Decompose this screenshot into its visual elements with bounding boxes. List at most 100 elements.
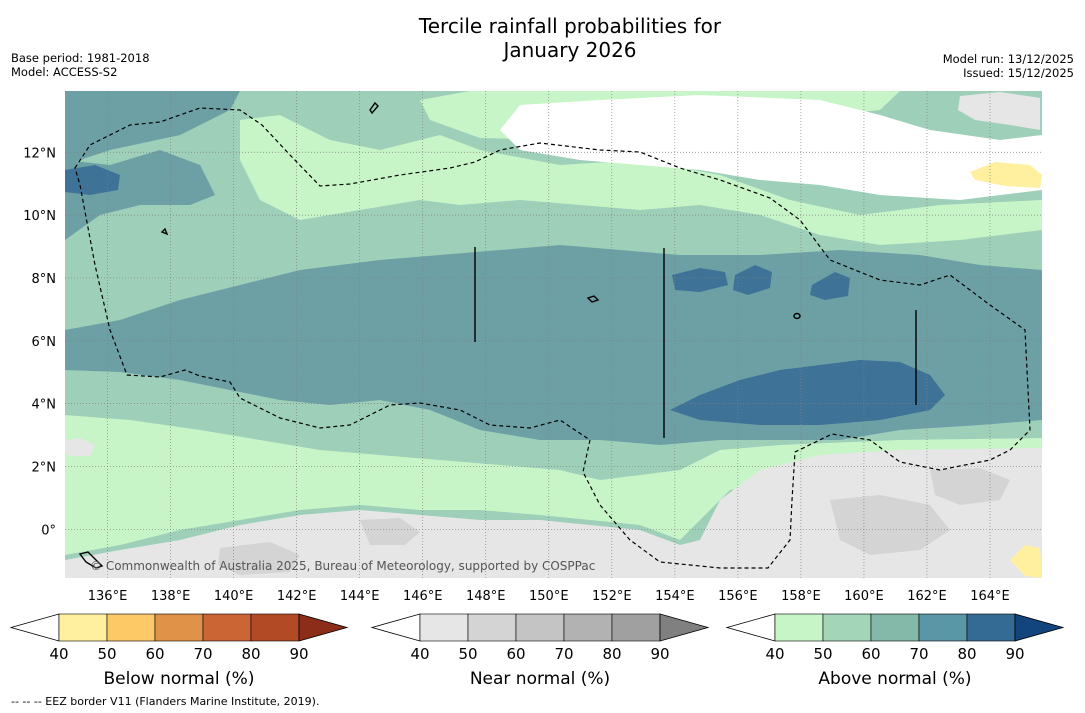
lat-tick-label: 8°N: [32, 272, 57, 287]
lon-tick-label: 162°E: [907, 589, 947, 604]
colorbar-segment: [467, 613, 517, 642]
colorbar-title: Near normal (%): [470, 669, 610, 689]
lon-tick-label: 160°E: [844, 589, 884, 604]
colorbar-upper-extend: [298, 613, 349, 642]
colorbar-segment: [918, 613, 968, 642]
near-normal-60-patch3: [218, 542, 300, 575]
colorbar-tick-label: 60: [861, 645, 880, 663]
above-normal-50-band: [240, 115, 1042, 245]
colorbar-tick-label: 90: [650, 645, 669, 663]
colorbars: 40 50 60 70 80 90 Below normal (%) 40 50 60 70 80 90…: [9, 613, 1065, 689]
colorbar-title: Above normal (%): [818, 669, 971, 689]
colorbar-title: Below normal (%): [104, 669, 255, 689]
colorbar-tick-label: 80: [241, 645, 260, 663]
island-4: [586, 295, 600, 303]
colorbar-tick-label: 80: [957, 645, 976, 663]
colorbar-tick-label: 90: [1005, 645, 1024, 663]
gridlines: [65, 91, 1042, 578]
colorbar-segment: [563, 613, 613, 642]
lat-tick-label: 10°N: [23, 209, 56, 224]
colorbar-upper-extend: [659, 613, 710, 642]
colorbar-tick-label: 70: [554, 645, 573, 663]
map-field: [65, 91, 1042, 578]
colorbar-tick-label: 40: [765, 645, 784, 663]
colorbar-tick-label: 60: [506, 645, 525, 663]
lon-tick-label: 146°E: [403, 589, 443, 604]
colorbar-tick-label: 90: [289, 645, 308, 663]
map-title: Tercile rainfall probabilities for Janua…: [0, 14, 1085, 62]
lon-tick-label: 158°E: [781, 589, 821, 604]
longitude-labels: 136°E 138°E 140°E 142°E 144°E 146°E 148°E 150°E…: [88, 589, 1010, 604]
lon-tick-label: 144°E: [340, 589, 380, 604]
above-normal-80-patch4: [65, 165, 120, 195]
colorbar-lower-extend: [370, 613, 421, 642]
above-normal-80-patch1: [672, 268, 728, 292]
lon-tick-label: 148°E: [466, 589, 506, 604]
colorbar-tick-label: 80: [602, 645, 621, 663]
colorbar-tick-label: 40: [410, 645, 429, 663]
island-2: [793, 312, 801, 320]
issued-date: Issued: 15/12/2025: [963, 66, 1074, 80]
near-normal-50-northeast: [958, 92, 1040, 130]
lon-tick-label: 136°E: [88, 589, 128, 604]
lat-tick-label: 0°: [41, 523, 56, 538]
above-normal-80-patch3: [810, 272, 850, 300]
colorbar-upper-extend: [1014, 613, 1065, 642]
model-name: Model: ACCESS-S2: [11, 65, 118, 79]
title-line-1: Tercile rainfall probabilities for: [418, 14, 722, 38]
eez-footnote: -- -- -- EEZ border V11 (Flanders Marine…: [11, 695, 320, 708]
colorbar-above: 40 50 60 70 80 90 Above normal (%): [725, 613, 1065, 689]
colorbar-tick-label: 50: [97, 645, 116, 663]
lat-tick-label: 4°N: [32, 398, 57, 413]
colorbar-segment: [106, 613, 156, 642]
island-1: [369, 101, 379, 115]
lon-tick-label: 152°E: [592, 589, 632, 604]
colorbar-segment: [966, 613, 1016, 642]
near-normal-60-patch4: [360, 518, 420, 545]
above-normal-80-patch2: [733, 265, 772, 295]
above-normal-80-center: [670, 360, 945, 425]
lon-tick-label: 142°E: [277, 589, 317, 604]
below-normal-50-northeast: [970, 162, 1042, 188]
copyright-text: © Commonwealth of Australia 2025, Bureau…: [90, 559, 595, 573]
colorbar-tick-label: 60: [145, 645, 164, 663]
lon-tick-label: 140°E: [214, 589, 254, 604]
title-line-2: January 2026: [503, 38, 637, 62]
colorbar-tick-label: 50: [458, 645, 477, 663]
colorbar-segment: [870, 613, 920, 642]
islands: [78, 101, 917, 569]
latitude-labels: 12°N 10°N 8°N 6°N 4°N 2°N 0°: [23, 146, 56, 538]
below-normal-50-south: [1010, 545, 1042, 578]
base-period: Base period: 1981-2018: [11, 51, 150, 65]
lon-tick-label: 138°E: [151, 589, 191, 604]
near-normal-50-south: [65, 448, 1042, 578]
near-normal-60-patch2: [930, 468, 1010, 505]
near-normal-50-west: [65, 438, 95, 456]
meta-left: Base period: 1981-2018 Model: ACCESS-S2: [11, 51, 150, 79]
lon-tick-label: 156°E: [718, 589, 758, 604]
colorbar-segment: [419, 613, 469, 642]
lat-tick-label: 12°N: [23, 146, 56, 161]
colorbar-near: 40 50 60 70 80 90 Near normal (%): [370, 613, 710, 689]
colorbar-tick-label: 70: [193, 645, 212, 663]
colorbar-tick-label: 70: [909, 645, 928, 663]
colorbar-lower-extend: [9, 613, 60, 642]
colorbar-segment: [822, 613, 872, 642]
lat-tick-label: 2°N: [32, 460, 57, 475]
no-signal-north: [500, 95, 1042, 200]
colorbar-segment: [58, 613, 108, 642]
colorbar-tick-label: 50: [813, 645, 832, 663]
colorbar-segment: [611, 613, 661, 642]
island-5: [160, 227, 169, 236]
lat-tick-label: 6°N: [32, 335, 57, 350]
colorbar-lower-extend: [725, 613, 776, 642]
lon-tick-label: 164°E: [970, 589, 1010, 604]
colorbar-segment: [774, 613, 824, 642]
model-run: Model run: 13/12/2025: [942, 52, 1074, 66]
colorbar-segment: [515, 613, 565, 642]
colorbar-below: 40 50 60 70 80 90 Below normal (%): [9, 613, 349, 689]
near-normal-60-patch1: [830, 495, 950, 555]
eez-border-west: [74, 107, 1031, 569]
colorbar-segment: [250, 613, 300, 642]
